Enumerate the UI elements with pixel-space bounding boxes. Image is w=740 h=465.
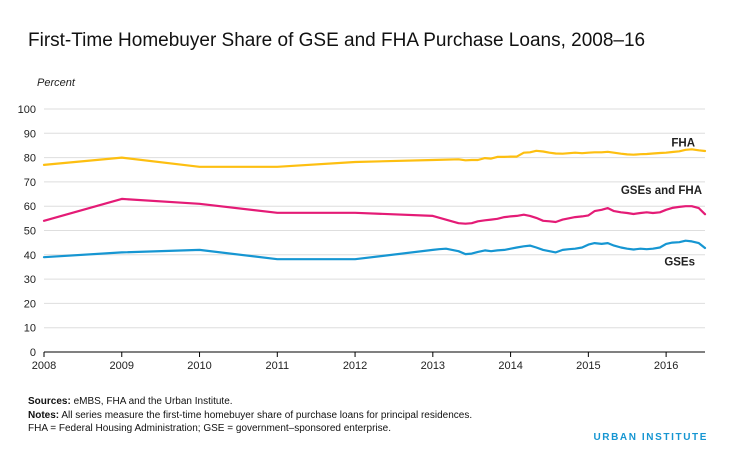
notes-line: Notes: All series measure the first-time… <box>28 409 472 423</box>
y-tick-label: 10 <box>24 323 36 335</box>
y-tick-label: 100 <box>18 104 36 116</box>
y-tick-label: 40 <box>24 250 36 262</box>
series-label: FHA <box>671 138 695 150</box>
urban-institute-logo: URBAN INSTITUTE <box>593 432 708 443</box>
abbreviations-line: FHA = Federal Housing Administration; GS… <box>28 423 391 434</box>
x-tick-label: 2011 <box>265 360 289 372</box>
x-tick-label: 2008 <box>32 360 56 372</box>
x-tick-label: 2014 <box>498 360 522 372</box>
x-tick-label: 2016 <box>654 360 678 372</box>
sources-line: Sources: eMBS, FHA and the Urban Institu… <box>28 395 472 409</box>
sources-label: Sources: <box>28 396 71 407</box>
sources-text: eMBS, FHA and the Urban Institute. <box>70 396 233 407</box>
series-label: GSEs <box>664 257 695 269</box>
series-line-fha <box>42 148 707 168</box>
series-labels: FHA GSEs and FHA GSEs <box>621 138 702 269</box>
y-tick-labels: 0 10 20 30 40 50 60 70 80 90 100 <box>18 104 36 359</box>
notes-label: Notes: <box>28 409 60 421</box>
x-tick-label: 2009 <box>110 360 134 372</box>
notes-text: All series measure the first-time homebu… <box>59 409 473 421</box>
y-tick-label: 90 <box>24 128 36 140</box>
y-tick-label: 60 <box>24 201 36 213</box>
series-lines <box>42 148 707 261</box>
x-tick-labels: 2008 2009 2010 2011 2012 2013 2014 2015 2016 <box>32 352 678 372</box>
y-axis-label: Percent <box>37 77 76 89</box>
y-tick-label: 30 <box>24 274 36 286</box>
series-label: GSEs and FHA <box>621 185 702 197</box>
y-tick-label: 20 <box>24 298 36 310</box>
grid-lines <box>44 108 705 353</box>
series-line-gses-and-fha <box>42 197 707 225</box>
chart-title: First-Time Homebuyer Share of GSE and FH… <box>28 30 646 51</box>
y-tick-label: 50 <box>24 226 36 238</box>
x-tick-label: 2010 <box>187 360 211 372</box>
chart-notes: Sources: eMBS, FHA and the Urban Institu… <box>28 395 472 436</box>
series-line-gses <box>42 239 707 261</box>
y-tick-label: 0 <box>30 347 36 359</box>
x-tick-label: 2012 <box>343 360 367 372</box>
x-tick-label: 2015 <box>576 360 600 372</box>
y-tick-label: 80 <box>24 153 36 165</box>
y-tick-label: 70 <box>24 177 36 189</box>
x-tick-label: 2013 <box>421 360 445 372</box>
